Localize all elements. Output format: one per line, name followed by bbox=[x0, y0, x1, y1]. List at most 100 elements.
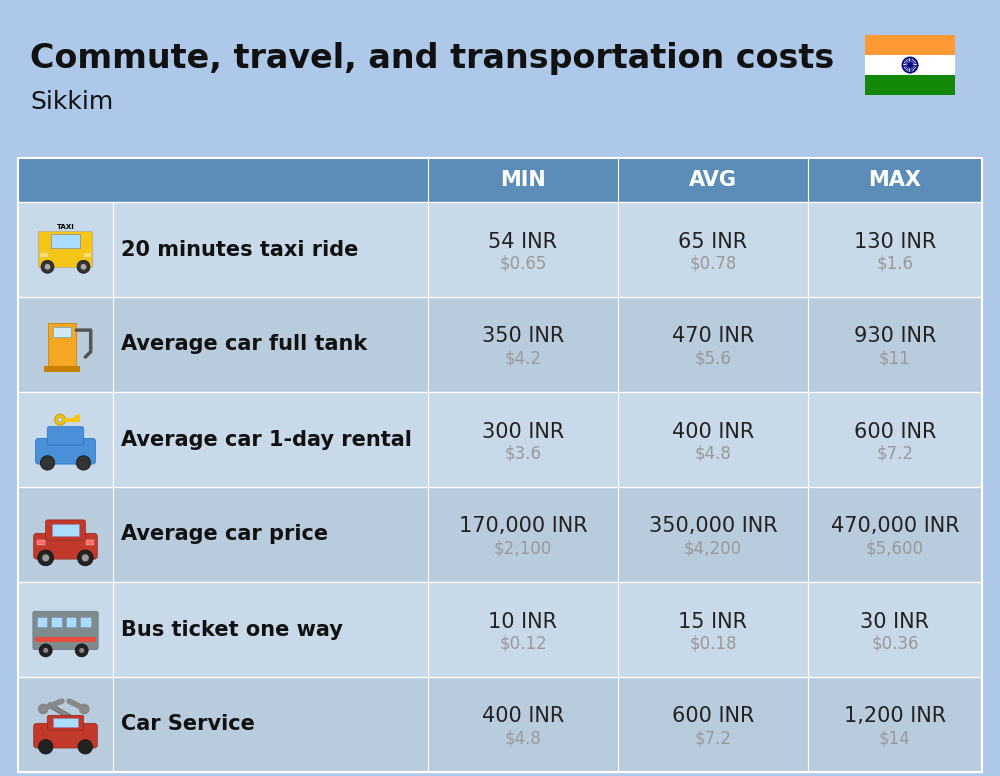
Text: Commute, travel, and transportation costs: Commute, travel, and transportation cost… bbox=[30, 42, 834, 75]
Text: $0.78: $0.78 bbox=[689, 255, 737, 272]
Text: MAX: MAX bbox=[868, 170, 922, 190]
Circle shape bbox=[38, 740, 53, 754]
Bar bbox=[18, 202, 982, 297]
Text: $0.36: $0.36 bbox=[871, 635, 919, 653]
Text: MIN: MIN bbox=[500, 170, 546, 190]
Text: 54 INR: 54 INR bbox=[488, 231, 558, 251]
Text: 470,000 INR: 470,000 INR bbox=[831, 517, 959, 536]
Text: 30 INR: 30 INR bbox=[860, 611, 930, 632]
Text: $14: $14 bbox=[879, 729, 911, 747]
Text: Sikkim: Sikkim bbox=[30, 90, 113, 114]
Bar bbox=[18, 582, 982, 677]
Circle shape bbox=[78, 740, 92, 754]
Text: AVG: AVG bbox=[689, 170, 737, 190]
Circle shape bbox=[39, 644, 52, 656]
Bar bbox=[53, 719, 78, 726]
Bar bbox=[18, 297, 982, 392]
Text: $7.2: $7.2 bbox=[876, 445, 914, 462]
Text: 350 INR: 350 INR bbox=[482, 327, 564, 347]
Text: 15 INR: 15 INR bbox=[678, 611, 748, 632]
Circle shape bbox=[41, 260, 54, 273]
Bar bbox=[865, 35, 955, 55]
Circle shape bbox=[909, 64, 911, 66]
Text: 300 INR: 300 INR bbox=[482, 421, 564, 442]
Bar bbox=[35, 637, 96, 643]
Bar bbox=[18, 158, 982, 772]
Text: 130 INR: 130 INR bbox=[854, 231, 936, 251]
Bar bbox=[86, 540, 94, 546]
Bar bbox=[84, 253, 91, 258]
Bar bbox=[865, 75, 955, 95]
Text: $1.6: $1.6 bbox=[876, 255, 914, 272]
Text: TAXI: TAXI bbox=[57, 224, 74, 230]
Bar bbox=[53, 327, 71, 338]
Circle shape bbox=[42, 554, 49, 562]
FancyBboxPatch shape bbox=[47, 427, 84, 445]
Text: 930 INR: 930 INR bbox=[854, 327, 936, 347]
FancyBboxPatch shape bbox=[38, 231, 93, 268]
Bar bbox=[80, 617, 91, 627]
Text: $0.65: $0.65 bbox=[499, 255, 547, 272]
Text: 600 INR: 600 INR bbox=[672, 706, 754, 726]
Text: 1,200 INR: 1,200 INR bbox=[844, 706, 946, 726]
Text: 10 INR: 10 INR bbox=[488, 611, 558, 632]
Circle shape bbox=[82, 554, 89, 562]
FancyBboxPatch shape bbox=[33, 611, 98, 650]
FancyBboxPatch shape bbox=[34, 533, 97, 559]
Circle shape bbox=[77, 550, 93, 566]
Circle shape bbox=[77, 260, 90, 273]
FancyBboxPatch shape bbox=[34, 723, 97, 748]
Text: $4.8: $4.8 bbox=[505, 729, 541, 747]
Text: 400 INR: 400 INR bbox=[672, 421, 754, 442]
Bar bbox=[18, 392, 982, 487]
Bar bbox=[865, 55, 955, 75]
Text: Average car 1-day rental: Average car 1-day rental bbox=[121, 429, 412, 449]
Bar bbox=[52, 524, 79, 536]
Text: $4,200: $4,200 bbox=[684, 539, 742, 557]
Text: 470 INR: 470 INR bbox=[672, 327, 754, 347]
Bar bbox=[47, 702, 71, 719]
Bar bbox=[66, 617, 76, 627]
Text: 65 INR: 65 INR bbox=[678, 231, 748, 251]
Text: $7.2: $7.2 bbox=[694, 729, 732, 747]
FancyBboxPatch shape bbox=[47, 715, 84, 730]
Bar bbox=[48, 323, 76, 366]
Text: $0.18: $0.18 bbox=[689, 635, 737, 653]
Text: $5.6: $5.6 bbox=[695, 349, 731, 368]
Bar bbox=[40, 253, 48, 258]
Circle shape bbox=[75, 644, 88, 656]
Bar bbox=[18, 158, 982, 202]
Circle shape bbox=[40, 456, 55, 470]
Text: 600 INR: 600 INR bbox=[854, 421, 936, 442]
Text: 20 minutes taxi ride: 20 minutes taxi ride bbox=[121, 240, 358, 259]
Bar bbox=[18, 487, 982, 582]
Circle shape bbox=[43, 648, 48, 653]
Text: $11: $11 bbox=[879, 349, 911, 368]
Text: $4.2: $4.2 bbox=[505, 349, 542, 368]
Bar bbox=[51, 234, 80, 248]
Circle shape bbox=[81, 264, 86, 269]
Text: $4.8: $4.8 bbox=[695, 445, 731, 462]
FancyBboxPatch shape bbox=[36, 438, 96, 464]
Circle shape bbox=[38, 550, 54, 566]
Text: $0.12: $0.12 bbox=[499, 635, 547, 653]
Text: Average car price: Average car price bbox=[121, 525, 328, 545]
Circle shape bbox=[55, 414, 66, 425]
Text: 350,000 INR: 350,000 INR bbox=[649, 517, 777, 536]
Bar bbox=[37, 617, 47, 627]
Text: Bus ticket one way: Bus ticket one way bbox=[121, 619, 343, 639]
Bar bbox=[51, 617, 62, 627]
Text: 400 INR: 400 INR bbox=[482, 706, 564, 726]
Circle shape bbox=[58, 417, 63, 422]
Text: Average car full tank: Average car full tank bbox=[121, 334, 367, 355]
Circle shape bbox=[76, 456, 91, 470]
Circle shape bbox=[45, 264, 50, 269]
Bar bbox=[18, 677, 982, 772]
Text: 170,000 INR: 170,000 INR bbox=[459, 517, 587, 536]
Bar bbox=[44, 366, 80, 372]
FancyBboxPatch shape bbox=[46, 520, 86, 540]
Circle shape bbox=[79, 648, 84, 653]
Text: $5,600: $5,600 bbox=[866, 539, 924, 557]
Text: $3.6: $3.6 bbox=[505, 445, 542, 462]
Text: $2,100: $2,100 bbox=[494, 539, 552, 557]
